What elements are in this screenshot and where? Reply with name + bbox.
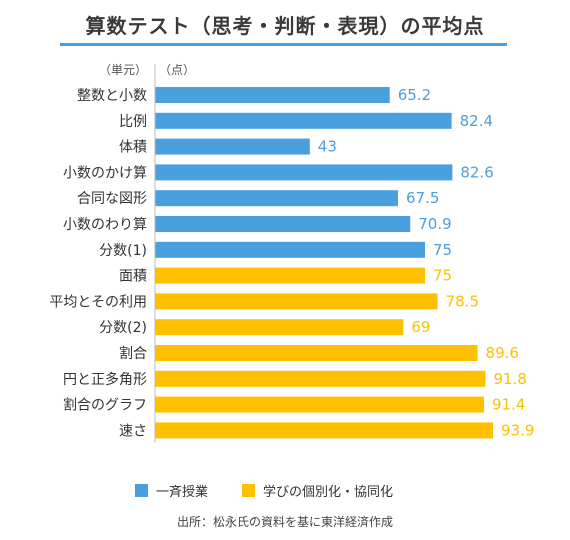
legend-item-group1: 一斉授業 (135, 481, 208, 500)
bar (155, 345, 478, 361)
x-axis-label: （点） (159, 63, 195, 77)
bar (155, 87, 390, 103)
category-label: 整数と小数 (77, 88, 147, 104)
chart-title: 算数テスト（思考・判断・表現）の平均点 (85, 14, 485, 38)
bar (155, 293, 438, 310)
bar-value-label: 82.4 (460, 112, 493, 130)
legend-label-group2: 学びの個別化・協同化 (263, 485, 394, 500)
bar-value-label: 91.8 (493, 370, 526, 388)
category-label: 比例 (119, 114, 147, 130)
category-label: 小数のかけ算 (63, 165, 147, 181)
title-underline (60, 43, 507, 46)
bar (155, 216, 411, 232)
bar-value-label: 75 (433, 267, 452, 285)
bar-value-label: 78.5 (446, 292, 479, 310)
bar-value-label: 91.4 (492, 396, 525, 414)
category-label: 円と正多角形 (63, 371, 147, 388)
source-note: 出所：松永氏の資料を基に東洋経済作成 (176, 515, 393, 529)
bar (155, 138, 310, 155)
bar (155, 319, 404, 336)
bar-value-label: 43 (318, 138, 337, 156)
category-label: 小数のわり算 (63, 217, 147, 233)
category-label: 分数(2) (99, 320, 147, 336)
legend-swatch-group1 (135, 484, 148, 497)
bar-value-label: 93.9 (501, 421, 534, 439)
bar-value-label: 69 (411, 318, 430, 336)
bar (155, 396, 485, 413)
bar (155, 422, 494, 439)
category-label: 速さ (119, 423, 147, 439)
legend-swatch-group2 (242, 484, 256, 497)
bar (155, 241, 425, 258)
bar-value-label: 75 (433, 241, 452, 259)
category-label: 割合のグラフ (63, 397, 147, 414)
category-label: 分数(1) (99, 243, 147, 259)
bar-chart: （単元） （点） 整数と小数 65.2 比例 82.4 体積 43 小数のかけ算 82.6 合同な図… (49, 63, 534, 443)
category-label: 面積 (119, 269, 147, 285)
bar (155, 164, 453, 181)
bar-value-label: 65.2 (398, 86, 431, 104)
category-label: 平均とその利用 (49, 294, 147, 310)
bar-value-label: 67.5 (406, 189, 439, 207)
bar-value-label: 70.9 (418, 215, 451, 233)
bar (155, 190, 398, 207)
bar (155, 370, 486, 387)
legend-label-group1: 一斉授業 (156, 485, 209, 500)
bar-value-label: 89.6 (486, 344, 519, 362)
legend: 一斉授業 学びの個別化・協同化 (135, 481, 393, 500)
y-axis-label: （単元） (99, 63, 147, 77)
bar (155, 112, 452, 129)
category-label: 割合 (119, 345, 147, 362)
category-label: 体積 (119, 140, 147, 156)
category-label: 合同な図形 (77, 191, 147, 207)
bar-value-label: 82.6 (460, 163, 493, 181)
legend-item-group2: 学びの個別化・協同化 (242, 481, 393, 500)
bar (155, 267, 425, 284)
